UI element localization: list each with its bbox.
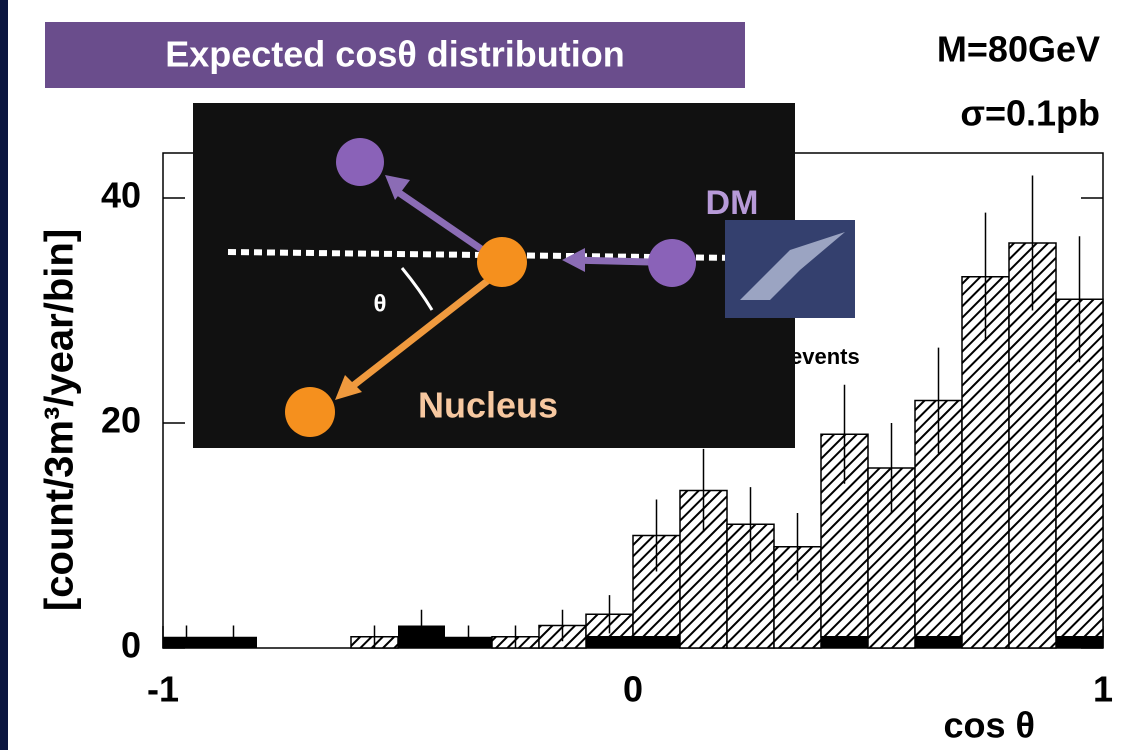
dm-out-arrow: [393, 187, 492, 258]
x-tick-label: -1: [147, 669, 179, 710]
mass-label: M=80GeV: [937, 29, 1100, 70]
nucleus-arrow: [342, 272, 498, 395]
y-tick-label: 0: [121, 625, 141, 666]
background-bar: [821, 636, 868, 648]
x-axis-label: cos θ: [944, 705, 1036, 746]
x-tick-label: 0: [623, 669, 643, 710]
inset: DM θ Nucleus: [193, 103, 855, 448]
logo-crane: [740, 232, 845, 300]
y-axis-label: [count/3m³/year/bin]: [38, 229, 82, 611]
arrowhead: [385, 175, 410, 200]
legend-text: events: [790, 344, 860, 369]
beam-line: [227, 249, 741, 261]
chart-title: Expected cosθ distribution: [165, 34, 625, 75]
background-bar: [915, 636, 962, 648]
angle-arc: [400, 267, 434, 311]
arrowhead: [562, 248, 585, 272]
theta-label: θ: [374, 290, 387, 317]
cross-section-label: σ=0.1pb: [960, 93, 1100, 134]
nucleus-label: Nucleus: [418, 385, 558, 426]
y-tick-label: 20: [101, 400, 141, 441]
nucleus-particle: [477, 237, 527, 287]
x-tick-label: 1: [1093, 669, 1113, 710]
dm-label: DM: [706, 184, 759, 222]
dm-particle: [648, 239, 696, 287]
dm-particle: [336, 138, 384, 186]
background-bar: [633, 636, 680, 648]
background-bar: [586, 636, 633, 648]
background-bar: [1056, 636, 1103, 648]
nucleus-particle: [285, 387, 335, 437]
arrowhead: [335, 375, 362, 400]
title-box: [45, 22, 745, 88]
y-tick-label: 40: [101, 175, 141, 216]
